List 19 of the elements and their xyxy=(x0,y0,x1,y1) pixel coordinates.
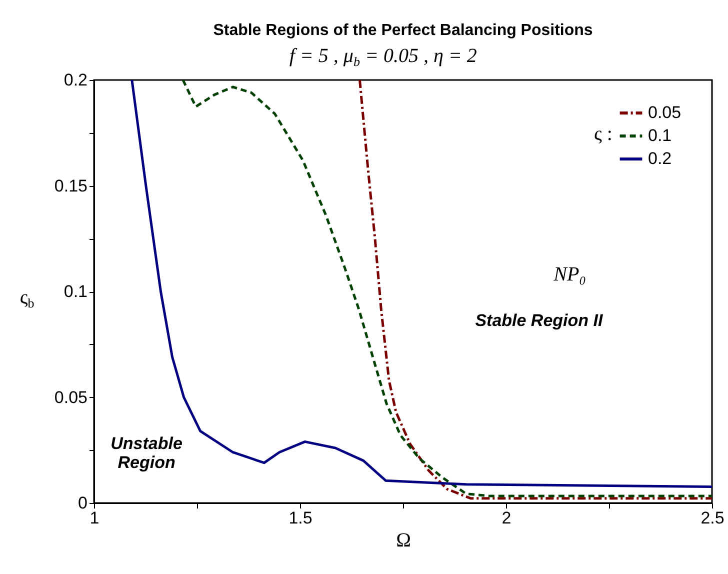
annotation: Stable Region II xyxy=(475,311,604,330)
legend-title: ς : xyxy=(594,123,612,145)
y-tick-label: 0.05 xyxy=(54,388,88,407)
y-tick-label: 0 xyxy=(78,494,88,512)
x-tick-label: 2.5 xyxy=(700,508,724,528)
annotation: Unstable Region xyxy=(110,434,182,472)
chart-title: Stable Regions of the Perfect Balancing Positions xyxy=(213,22,593,39)
line-series xyxy=(358,80,712,500)
y-tick-label: 0.15 xyxy=(54,176,88,196)
x-tick-label: 1.5 xyxy=(288,508,312,528)
x-tick-label: 2 xyxy=(502,508,512,528)
x-axis-title: Ω xyxy=(396,530,411,552)
legend-label: 0.1 xyxy=(648,126,672,145)
legend-label: 0.2 xyxy=(648,149,672,168)
legend-label: 0.05 xyxy=(648,103,682,122)
y-tick-label: 0.1 xyxy=(64,282,88,301)
x-tick-label: 1 xyxy=(90,508,100,528)
annotation: NP₀ xyxy=(552,264,586,286)
y-tick-label: 0.2 xyxy=(64,70,88,90)
